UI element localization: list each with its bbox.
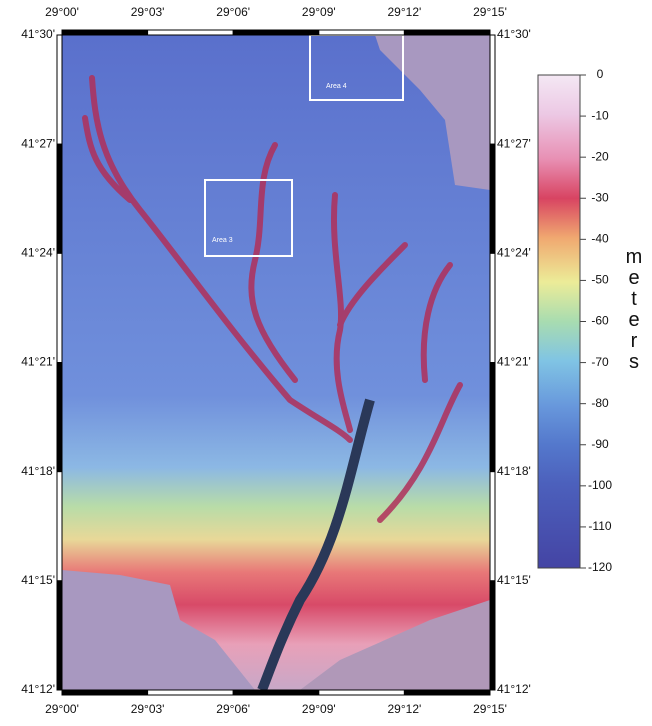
colorbar-tick-label: -110	[588, 519, 611, 533]
unit-letter: r	[631, 330, 638, 352]
lat-label: 41°27'	[497, 136, 531, 150]
colorbar-tick-label: -70	[591, 355, 609, 369]
lat-label: 41°27'	[21, 136, 55, 150]
frame-bar	[403, 29, 491, 36]
area-label: Area 3	[212, 237, 233, 244]
frame-bar	[56, 362, 63, 473]
frame-bar	[56, 143, 63, 254]
lon-label: 29°03'	[131, 702, 165, 716]
lat-label: 41°24'	[497, 246, 531, 260]
colorbar-tick-label: -30	[591, 190, 609, 204]
channel	[257, 398, 375, 692]
lat-label: 41°12'	[21, 682, 55, 696]
frame-bar	[232, 689, 320, 696]
colorbar-tick-label: 0	[597, 67, 604, 81]
land	[62, 570, 255, 690]
colorbar-tick-label: -60	[591, 314, 609, 328]
lat-label: 41°15'	[497, 573, 531, 587]
frame-bar	[61, 29, 149, 36]
colorbar-tick-label: -100	[588, 478, 612, 492]
frame-bar	[489, 34, 496, 145]
lat-label: 41°30'	[21, 27, 55, 41]
frame-bar	[489, 471, 496, 582]
lat-label: 41°21'	[21, 355, 55, 369]
lon-label: 29°09'	[302, 702, 336, 716]
frame-bar	[232, 29, 320, 36]
frame-bar	[489, 362, 496, 473]
frame-ticks: 29°00' 29°00' 29°03' 29°03' 29°06' 29°06' 29°0…	[21, 5, 531, 716]
map-area: Area 4 Area 3	[61, 34, 491, 692]
lat-label: 41°18'	[21, 464, 55, 478]
channels	[82, 75, 463, 523]
lat-label: 41°21'	[497, 355, 531, 369]
lon-label: 29°15'	[473, 5, 507, 19]
frame-bar	[318, 689, 405, 696]
colorbar-tick-label: -90	[591, 437, 609, 451]
colorbar-tick-label: -50	[591, 273, 609, 287]
lon-label: 29°06'	[216, 702, 250, 716]
frame-bar	[318, 29, 405, 36]
frame-bar	[56, 580, 63, 691]
lon-label: 29°09'	[302, 5, 336, 19]
frame-bar	[489, 580, 496, 691]
lat-label: 41°15'	[21, 573, 55, 587]
colorbar-tick-label: -120	[588, 560, 612, 574]
lat-label: 41°18'	[497, 464, 531, 478]
colorbar-tick-label: -80	[591, 396, 609, 410]
frame-bar	[61, 689, 149, 696]
frame-bar	[147, 689, 234, 696]
frame-bar	[489, 252, 496, 363]
frame-bar	[147, 29, 234, 36]
frame-bar	[56, 34, 63, 145]
unit-letter: t	[631, 288, 637, 310]
unit-letter: e	[628, 267, 639, 289]
lon-label: 29°06'	[216, 5, 250, 19]
land	[300, 600, 490, 690]
lon-label: 29°15'	[473, 702, 507, 716]
frame-bar	[56, 252, 63, 363]
lon-label: 29°03'	[131, 5, 165, 19]
frame-bar	[403, 689, 491, 696]
lon-label: 29°12'	[388, 5, 422, 19]
area-box	[204, 179, 293, 257]
lon-label: 29°00'	[45, 5, 79, 19]
lon-label: 29°12'	[388, 702, 422, 716]
lon-label: 29°00'	[45, 702, 79, 716]
lat-label: 41°24'	[21, 246, 55, 260]
lat-label: 41°12'	[497, 682, 531, 696]
unit-letter: e	[628, 309, 639, 331]
frame-bar	[489, 143, 496, 254]
colorbar	[537, 74, 581, 569]
lat-label: 41°30'	[497, 27, 531, 41]
area-label: Area 4	[326, 83, 347, 90]
colorbar-ticks: 0 -10 -20 -30 -40 -50 -60 -70 -80 -90 -100 -110 -120	[580, 67, 612, 574]
unit-letter: s	[629, 351, 639, 373]
frame-bar	[56, 471, 63, 582]
unit-letter: m	[626, 246, 643, 268]
colorbar-tick-label: -10	[591, 108, 609, 122]
colorbar-tick-label: -40	[591, 232, 609, 246]
colorbar-tick-label: -20	[591, 149, 609, 163]
